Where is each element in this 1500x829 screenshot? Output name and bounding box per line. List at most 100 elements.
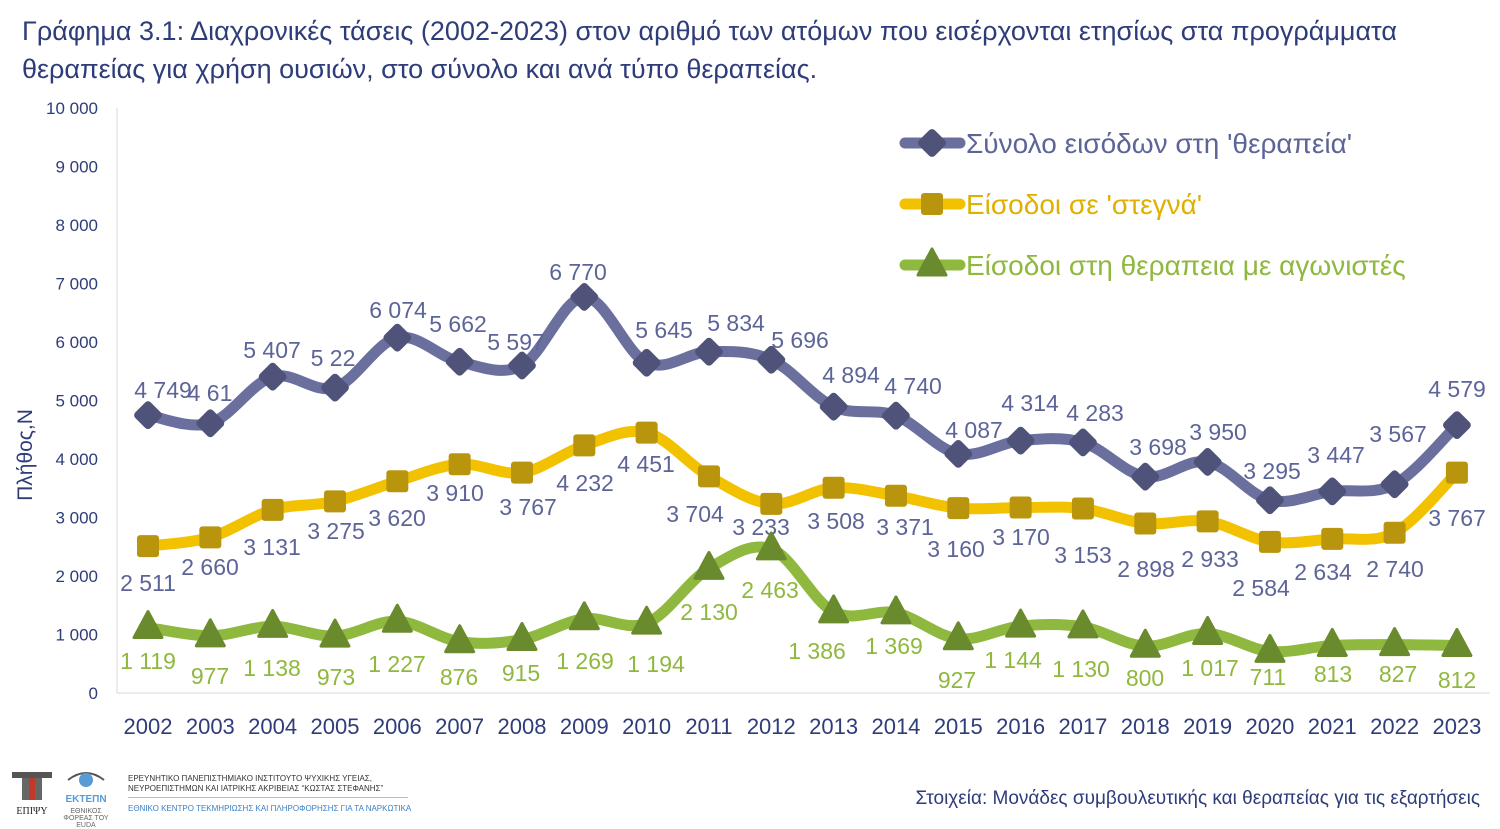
data-label: 5 597 — [487, 329, 545, 355]
data-label: 5 696 — [771, 327, 829, 353]
legend-marker — [916, 247, 948, 277]
y-tick-label: 8 000 — [55, 216, 98, 235]
x-tick-label: 2008 — [498, 714, 547, 739]
data-point — [757, 345, 786, 374]
data-point — [1134, 512, 1157, 535]
x-tick-label: 2012 — [747, 714, 796, 739]
data-point — [323, 490, 346, 513]
data-label: 927 — [938, 667, 976, 693]
ektepn-logo: ΕΚΤΕΠΝ — [65, 772, 107, 805]
y-tick-label: 9 000 — [55, 158, 98, 177]
data-label: 5 407 — [243, 337, 301, 363]
data-point — [882, 401, 910, 430]
data-label: 3 698 — [1129, 434, 1187, 460]
data-label: 3 275 — [307, 518, 365, 544]
data-point — [137, 535, 159, 558]
data-label: 973 — [317, 664, 355, 690]
data-label: 813 — [1314, 661, 1352, 687]
legend-label: Είσοδοι στη θεραπεια με αγωνιστές — [966, 250, 1406, 281]
data-label: 1 138 — [243, 655, 301, 681]
data-label: 4 451 — [617, 451, 675, 477]
data-label: 2 660 — [181, 554, 239, 580]
data-point — [134, 401, 162, 430]
data-label: 4 579 — [1428, 376, 1486, 402]
data-point — [383, 323, 412, 352]
data-point — [631, 605, 663, 635]
data-label: 4 283 — [1066, 400, 1124, 426]
data-label: 1 227 — [368, 651, 426, 677]
data-point — [819, 392, 848, 421]
institute-line-3: ΕΘΝΙΚΟ ΚΕΝΤΡΟ ΤΕΚΜΗΡΙΩΣΗΣ ΚΑΙ ΠΛΗΡΟΦΟΡΗΣ… — [128, 804, 412, 813]
y-tick-label: 0 — [89, 684, 98, 703]
data-label: 2 584 — [1232, 575, 1290, 601]
data-point — [1318, 477, 1347, 506]
data-label: 1 119 — [120, 648, 176, 674]
x-tick-label: 2010 — [622, 714, 671, 739]
data-label: 4 61 — [188, 380, 233, 406]
legend-label: Είσοδοι σε 'στεγνά' — [966, 189, 1202, 220]
data-point — [947, 497, 970, 520]
x-tick-label: 2021 — [1308, 714, 1357, 739]
data-label: 3 371 — [876, 514, 934, 540]
data-point — [570, 283, 599, 311]
data-point — [258, 362, 287, 391]
data-point — [1443, 411, 1471, 440]
data-point — [1383, 521, 1406, 544]
data-label: 3 910 — [426, 480, 484, 506]
series-line-0 — [142, 291, 1463, 507]
data-label: 2 511 — [120, 570, 176, 596]
data-point — [510, 461, 533, 484]
data-label: 800 — [1126, 665, 1164, 691]
data-label: 3 447 — [1307, 442, 1365, 468]
x-tick-label: 2009 — [560, 714, 609, 739]
data-point — [381, 603, 413, 633]
data-label: 3 295 — [1243, 458, 1301, 484]
data-point — [508, 351, 536, 380]
data-label: 6 074 — [369, 297, 427, 323]
data-label: 2 740 — [1366, 556, 1424, 582]
source-note: Στοιχεία: Μονάδες συμβουλευτικής και θερ… — [915, 788, 1480, 809]
y-tick-label: 7 000 — [55, 275, 98, 294]
data-point — [568, 601, 600, 631]
x-tick-label: 2004 — [248, 714, 297, 739]
institute-line-2: ΝΕΥΡΟΕΠΙΣΤΗΜΩΝ ΚΑΙ ΙΑΤΡΙΚΗΣ ΑΚΡΙΒΕΙΑΣ “Κ… — [128, 784, 384, 793]
data-label: 6 770 — [549, 259, 607, 285]
data-label: 876 — [440, 664, 478, 690]
data-label: 4 749 — [134, 377, 192, 403]
epipsy-logo: ΕΠΙΨΥ — [12, 772, 52, 817]
data-point — [1441, 627, 1473, 657]
data-point — [199, 526, 222, 549]
legend-label: Σύνολο εισόδων στη 'θεραπεία' — [966, 128, 1352, 159]
data-label: 2 933 — [1181, 546, 1239, 572]
data-point — [257, 608, 289, 638]
data-point — [196, 409, 225, 438]
chart-title: Γράφημα 3.1: Διαχρονικές τάσεις (2002-20… — [22, 16, 1397, 84]
data-label: 2 463 — [741, 577, 799, 603]
x-tick-label: 2023 — [1432, 714, 1481, 739]
data-point — [321, 373, 349, 402]
x-tick-label: 2015 — [934, 714, 983, 739]
data-label: 812 — [1438, 667, 1476, 693]
data-label: 3 767 — [1428, 505, 1486, 531]
x-tick-label: 2011 — [685, 714, 732, 739]
y-tick-label: 2 000 — [55, 567, 98, 586]
x-tick-label: 2005 — [311, 714, 360, 739]
data-point — [444, 624, 476, 654]
x-tick-label: 2017 — [1058, 714, 1107, 739]
svg-text:ΕΚΤΕΠΝ: ΕΚΤΕΠΝ — [65, 794, 106, 805]
data-point — [755, 531, 787, 561]
data-label: 915 — [502, 660, 540, 686]
data-point — [1254, 633, 1286, 663]
institute-line-1: ΕΡΕΥΝΗΤΙΚΟ ΠΑΝΕΠΙΣΤΗΜΙΑΚΟ ΙΝΣΤΙΤΟΥΤΟ ΨΥΧ… — [128, 774, 372, 783]
x-tick-label: 2014 — [871, 714, 920, 739]
data-point — [573, 434, 596, 457]
legend-marker — [921, 193, 943, 215]
y-tick-label: 3 000 — [55, 509, 98, 528]
data-point — [697, 465, 720, 488]
data-point — [635, 421, 658, 444]
series-line-1 — [142, 425, 1463, 552]
data-point — [880, 595, 912, 625]
data-point — [818, 594, 850, 624]
x-tick-label: 2016 — [996, 714, 1045, 739]
data-point — [1193, 448, 1222, 476]
